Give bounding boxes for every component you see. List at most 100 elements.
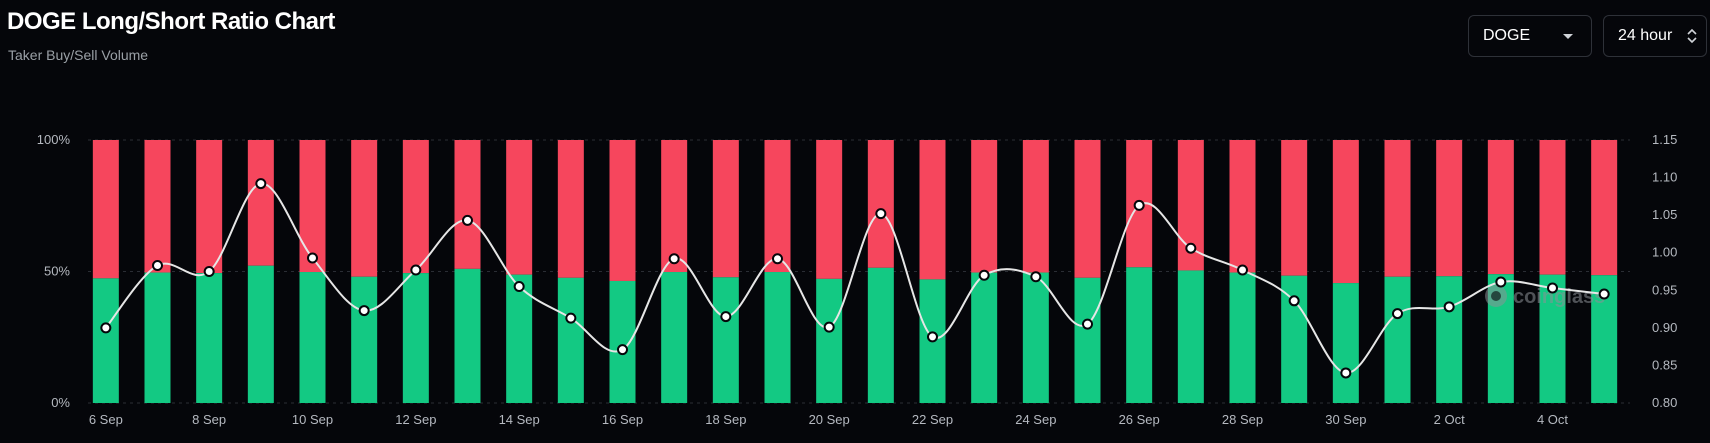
- x-tick-label: 30 Sep: [1325, 412, 1366, 427]
- short-bar: [196, 140, 223, 274]
- long-bar: [764, 272, 791, 403]
- y-right-tick-label: 0.85: [1652, 357, 1677, 372]
- ratio-point: [410, 264, 422, 276]
- time-range-select[interactable]: 24 hour: [1603, 15, 1707, 57]
- y-right-tick-label: 1.10: [1652, 170, 1677, 185]
- ratio-point: [1237, 264, 1248, 276]
- y-right-tick-label: 1.00: [1652, 245, 1677, 260]
- ratio-point: [100, 322, 112, 334]
- x-tick-label: 26 Sep: [1119, 412, 1160, 427]
- short-bar: [1332, 140, 1359, 284]
- short-bar: [1281, 140, 1308, 276]
- x-tick-label: 24 Sep: [1015, 412, 1056, 427]
- short-bar: [557, 140, 584, 278]
- long-bar: [1281, 275, 1308, 403]
- short-bar: [1074, 140, 1101, 278]
- ratio-point: [307, 252, 318, 264]
- short-bar: [609, 140, 636, 281]
- ratio-point: [358, 305, 370, 317]
- x-tick-label: 18 Sep: [705, 412, 746, 427]
- long-bar: [1126, 267, 1153, 403]
- ratio-point: [1598, 288, 1610, 300]
- long-bar: [1384, 276, 1411, 403]
- short-bar: [1539, 140, 1566, 275]
- ratio-point: [1082, 318, 1093, 330]
- short-bar: [506, 140, 533, 275]
- long-bar: [454, 268, 481, 403]
- ratio-point: [152, 259, 163, 271]
- time-range-select-value: 24 hour: [1618, 27, 1673, 44]
- long-bar: [506, 274, 533, 403]
- x-tick-label: 16 Sep: [602, 412, 643, 427]
- coinglass-logo-icon: [1485, 285, 1507, 307]
- ratio-point: [823, 321, 835, 333]
- page-title: DOGE Long/Short Ratio Chart: [7, 8, 335, 35]
- ratio-point: [720, 311, 732, 323]
- long-bar: [144, 272, 171, 403]
- long-bar: [1022, 272, 1049, 403]
- short-bar: [661, 140, 688, 273]
- ratio-point: [513, 281, 525, 293]
- ratio-point: [565, 312, 577, 324]
- ratio-point: [1443, 301, 1455, 313]
- long-bar: [351, 276, 378, 403]
- long-bar: [609, 280, 636, 403]
- long-bar: [816, 278, 843, 403]
- ratio-line: [105, 182, 1605, 374]
- x-tick-label: 2 Oct: [1434, 412, 1465, 427]
- right-y-axis: 0.80 0.85 0.90 0.95 1.00 1.05 1.10 1.15: [1652, 132, 1677, 410]
- long-bar: [971, 272, 998, 403]
- long-bar: [196, 273, 223, 403]
- x-tick-label: 20 Sep: [809, 412, 850, 427]
- ratio-point: [1392, 308, 1403, 320]
- long-bar: [402, 273, 429, 403]
- short-bar: [971, 140, 998, 273]
- ratio-point: [1133, 199, 1145, 211]
- coin-select[interactable]: DOGE: [1468, 15, 1592, 57]
- x-tick-label: 12 Sep: [395, 412, 436, 427]
- long-bar: [867, 267, 894, 403]
- short-bar: [919, 140, 946, 280]
- long-bar: [92, 278, 119, 403]
- x-tick-label: 6 Sep: [89, 412, 123, 427]
- short-bar: [816, 140, 843, 279]
- long-bar: [712, 277, 739, 403]
- y-left-tick-label: 50%: [44, 264, 70, 279]
- long-bar: [247, 265, 274, 403]
- x-tick-label: 8 Sep: [192, 412, 226, 427]
- short-bar: [299, 140, 326, 273]
- coin-select-value: DOGE: [1483, 27, 1531, 44]
- short-bar: [144, 140, 171, 273]
- ratio-point: [668, 253, 680, 265]
- stacked-bars: [92, 140, 1618, 403]
- ratio-point: [1030, 271, 1042, 283]
- ratio-point: [978, 269, 990, 281]
- y-right-tick-label: 1.05: [1652, 207, 1677, 222]
- short-bar: [454, 140, 481, 269]
- ratio-point: [255, 178, 267, 190]
- y-left-tick-label: 0%: [51, 395, 70, 410]
- ratio-point: [462, 214, 473, 226]
- ratio-point: [927, 331, 938, 343]
- short-bar: [247, 140, 274, 266]
- x-tick-label: 28 Sep: [1222, 412, 1263, 427]
- short-bar: [764, 140, 791, 273]
- y-right-tick-label: 0.80: [1652, 395, 1677, 410]
- long-bar: [1229, 272, 1256, 403]
- chevron-down-icon: [1563, 34, 1573, 39]
- y-right-tick-label: 0.95: [1652, 282, 1677, 297]
- short-bar: [1591, 140, 1618, 276]
- ratio-point: [1547, 282, 1558, 294]
- ratio-point: [1288, 295, 1300, 307]
- ratio-point: [772, 253, 783, 265]
- long-bar: [1539, 274, 1566, 403]
- y-right-tick-label: 0.90: [1652, 320, 1677, 335]
- long-bar: [1436, 276, 1463, 403]
- page-subtitle: Taker Buy/Sell Volume: [8, 47, 149, 63]
- y-right-tick-label: 1.15: [1652, 132, 1677, 147]
- short-bar: [1436, 140, 1463, 277]
- short-bar: [1022, 140, 1049, 273]
- short-bar: [1487, 140, 1514, 275]
- ratio-point: [1340, 367, 1352, 379]
